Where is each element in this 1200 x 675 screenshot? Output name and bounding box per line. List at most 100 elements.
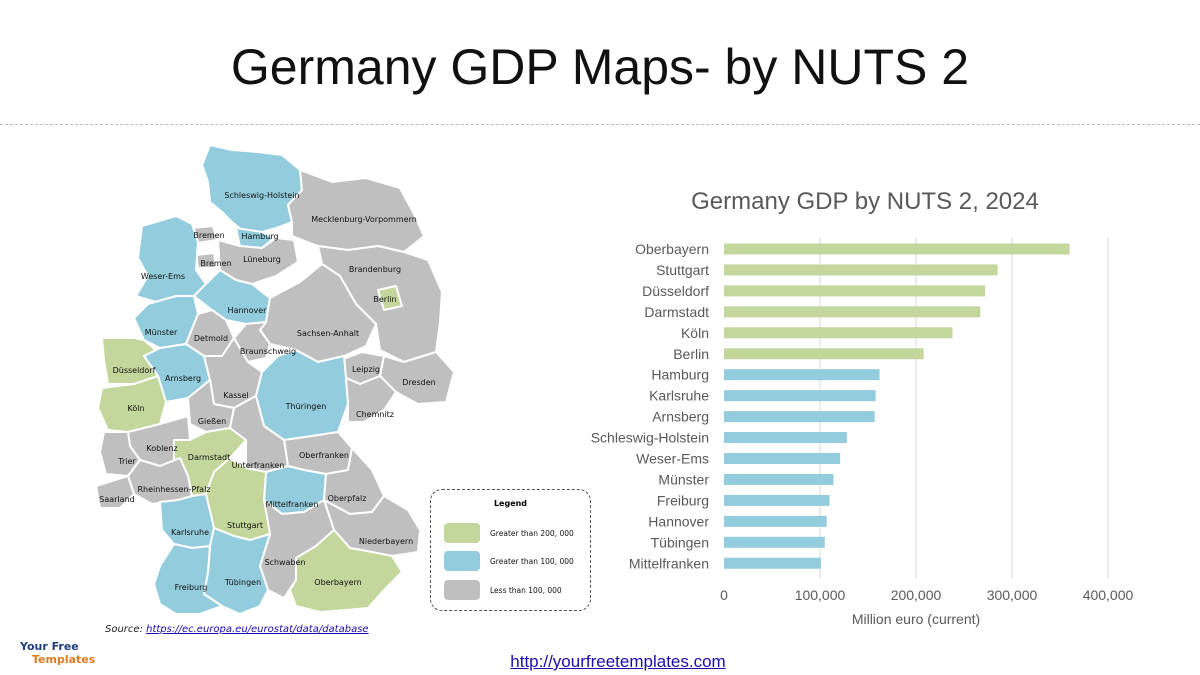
category-label-tubingen: Tübingen — [651, 534, 709, 550]
category-label-darmstadt: Darmstadt — [644, 304, 709, 320]
map-label-oberbayern: Oberbayern — [314, 578, 361, 587]
map-label-chemnitz: Chemnitz — [356, 410, 394, 419]
legend-item-gray: Less than 100, 000 — [444, 580, 562, 600]
map-label-dresden: Dresden — [402, 378, 435, 387]
bar-koln — [724, 327, 953, 339]
map-label-koblenz: Koblenz — [146, 444, 177, 453]
legend-swatch-gray — [444, 580, 480, 600]
map-label-luneburg: Lüneburg — [243, 255, 281, 264]
category-label-hamburg: Hamburg — [651, 367, 709, 383]
x-axis-label: Million euro (current) — [852, 611, 980, 627]
legend-item-blue: Greater than 100, 000 — [444, 551, 574, 571]
category-label-weser-ems: Weser-Ems — [636, 451, 709, 467]
map-label-dusseldorf: Düsseldorf — [113, 366, 156, 375]
map-label-brandenburg: Brandenburg — [349, 265, 401, 274]
map-label-arnsberg: Arnsberg — [165, 374, 201, 383]
bar-oberbayern — [724, 243, 1070, 255]
page-title: Germany GDP Maps- by NUTS 2 — [230, 39, 970, 95]
legend-swatch-green — [444, 523, 480, 543]
bar-freiburg — [724, 494, 830, 506]
category-label-hannover: Hannover — [648, 513, 709, 529]
map-label-schwaben: Schwaben — [264, 558, 305, 567]
map-label-braunschweig: Braunschweig — [240, 347, 296, 356]
map-label-berlin: Berlin — [373, 295, 396, 304]
bar-darmstadt — [724, 306, 981, 318]
category-label-berlin: Berlin — [673, 346, 709, 362]
bar-schleswig-holstein — [724, 432, 847, 444]
bar-hamburg — [724, 369, 880, 381]
map-label-rheinhessen-pfalz: Rheinhessen-Pfalz — [137, 485, 210, 494]
map-label-mittelfranken: Mittelfranken — [266, 500, 319, 509]
map-label-oberpfalz: Oberpfalz — [328, 494, 367, 503]
map-label-hamburg: Hamburg — [241, 232, 278, 241]
map-label-stuttgart: Stuttgart — [227, 521, 263, 530]
category-label-koln: Köln — [681, 325, 709, 341]
map-label-bremen: Bremen — [193, 231, 224, 240]
bar-stuttgart — [724, 264, 998, 276]
category-label-dusseldorf: Düsseldorf — [642, 283, 709, 299]
germany-map: Schleswig-Holstein Mecklenburg-Vorpommern… — [95, 144, 455, 615]
map-label-weser-ems: Weser-Ems — [141, 272, 185, 281]
x-tick-label: 0 — [720, 587, 728, 603]
map-label-sachsen-anhalt: Sachsen-Anhalt — [297, 329, 359, 338]
bar-munster — [724, 473, 834, 485]
bar-tubingen — [724, 536, 825, 548]
map-region-saarland — [95, 475, 135, 509]
category-label-schleswig-holstein: Schleswig-Holstein — [591, 430, 709, 446]
map-label-unterfranken: Unterfranken — [232, 461, 285, 470]
legend-title: Legend — [493, 499, 528, 508]
bar-weser-ems — [724, 453, 841, 464]
map-label-leipzig: Leipzig — [352, 365, 380, 374]
map-label-tubingen: Tübingen — [224, 578, 261, 587]
map-label-kassel: Kassel — [223, 391, 249, 400]
source-link[interactable]: https://ec.europa.eu/eurostat/data/datab… — [146, 624, 369, 635]
map-label-detmold: Detmold — [194, 334, 228, 343]
map-label-darmstadt: Darmstadt — [188, 453, 230, 462]
brand-logo: Your Free Templates — [20, 640, 100, 670]
category-label-munster: Münster — [658, 471, 709, 487]
map-region-freiburg — [153, 543, 223, 615]
legend-item-green: Greater than 200, 000 — [444, 523, 574, 543]
bar-hannover — [724, 515, 827, 527]
map-region-mecklenburg-vorpommern — [287, 169, 425, 253]
bar-karlsruhe — [724, 390, 876, 402]
category-label-arnsberg: Arnsberg — [652, 409, 709, 425]
x-tick-label: 100,000 — [795, 587, 846, 603]
map-region-rheinhessen-pfalz — [127, 457, 193, 505]
map-region-oberbayern — [289, 529, 403, 613]
map-label-saarland: Saarland — [99, 495, 134, 504]
map-label-mecklenburg-vorpommern: Mecklenburg-Vorpommern — [311, 215, 417, 224]
logo-text-bottom: Templates — [32, 653, 96, 666]
bar-berlin — [724, 348, 924, 360]
map-region-thuringen — [255, 349, 349, 441]
map-label-freiburg: Freiburg — [175, 583, 208, 592]
map-label-gie-en: Gießen — [198, 417, 226, 426]
category-label-stuttgart: Stuttgart — [656, 262, 709, 278]
legend-label-gray: Less than 100, 000 — [490, 585, 562, 595]
category-label-oberbayern: Oberbayern — [635, 241, 709, 257]
map-label-koln: Köln — [127, 404, 144, 413]
chart-title: Germany GDP by NUTS 2, 2024 — [691, 188, 1039, 215]
gdp-bar-chart: Germany GDP by NUTS 2, 2024 0 100,000 200,0… — [591, 188, 1134, 627]
legend-label-green: Greater than 200, 000 — [490, 528, 574, 538]
source-label: Source: — [105, 624, 143, 635]
map-label-schleswig-holstein: Schleswig-Holstein — [224, 191, 299, 200]
category-label-mittelfranken: Mittelfranken — [629, 555, 709, 571]
map-label-hannover: Hannover — [228, 306, 268, 315]
map-label-thuringen: Thüringen — [285, 402, 327, 411]
map-label-trier: Trier — [117, 457, 136, 466]
legend-label-blue: Greater than 100, 000 — [490, 556, 574, 566]
map-region-schleswig-holstein — [201, 144, 303, 233]
map-region-chemnitz — [345, 375, 397, 423]
map-label-munster: Münster — [145, 328, 178, 337]
bar-mittelfranken — [724, 557, 821, 569]
bar-dusseldorf — [724, 285, 986, 297]
map-region-berlin — [377, 285, 403, 311]
title-divider — [0, 124, 1200, 125]
map-label-niederbayern: Niederbayern — [359, 537, 413, 546]
map-legend: Legend Greater than 200, 000 Greater tha… — [430, 489, 591, 611]
category-label-freiburg: Freiburg — [657, 492, 709, 508]
map-label-karlsruhe: Karlsruhe — [171, 528, 209, 537]
footer-link[interactable]: http://yourfreetemplates.com — [510, 652, 726, 671]
logo-text-top: Your Free — [20, 640, 79, 653]
